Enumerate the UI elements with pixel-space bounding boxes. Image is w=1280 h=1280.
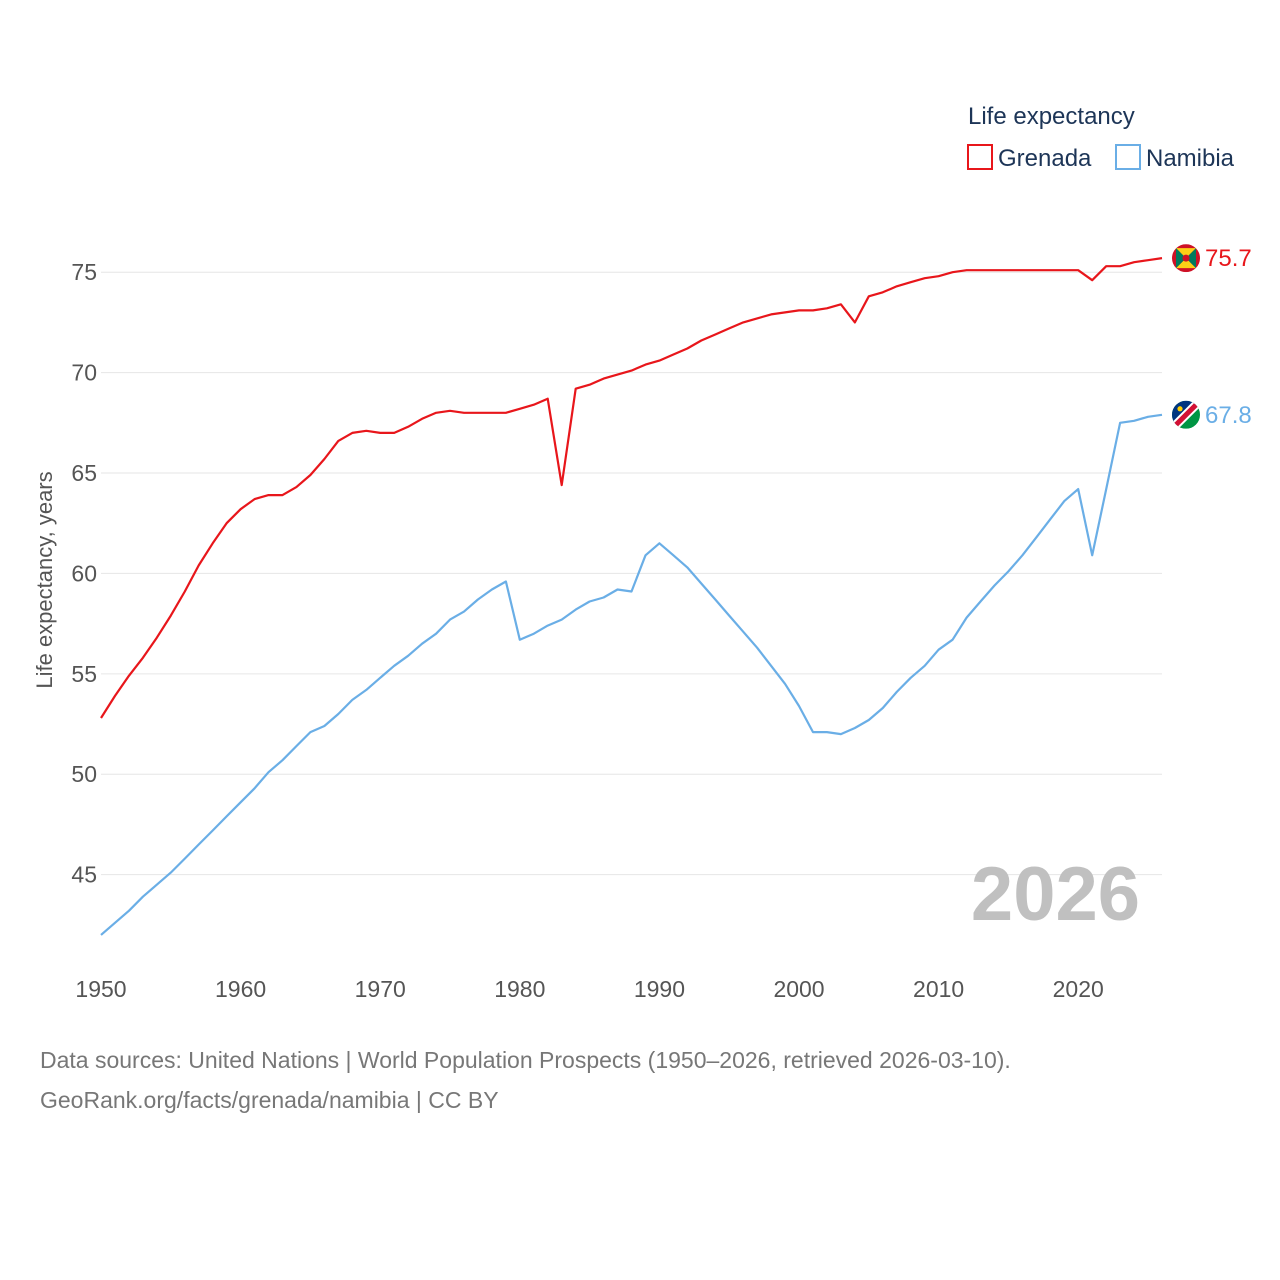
- series-end-markers: 75.7 67.8: [1172, 244, 1252, 429]
- x-axis-ticks: 1950 1960 1970 1980 1990 2000 2010 2020: [75, 976, 1103, 1002]
- y-tick-label: 60: [71, 560, 97, 586]
- legend-title: Life expectancy: [968, 103, 1135, 130]
- gridlines: [101, 271, 1162, 876]
- end-label-namibia: 67.8: [1205, 402, 1252, 429]
- y-axis-ticks: 45 50 55 60 65 70 75: [71, 259, 97, 887]
- y-tick-label: 65: [71, 460, 97, 486]
- x-tick-label: 2010: [913, 976, 964, 1002]
- x-tick-label: 1950: [75, 976, 126, 1002]
- source-line-2: GeoRank.org/facts/grenada/namibia | CC B…: [40, 1087, 499, 1113]
- series-lines: [100, 257, 1163, 936]
- source-note: Data sources: United Nations | World Pop…: [40, 1040, 1260, 1120]
- year-watermark: 2026: [971, 852, 1140, 937]
- legend-swatch-grenada: [967, 144, 993, 170]
- y-tick-label: 50: [71, 761, 97, 787]
- y-tick-label: 70: [71, 360, 97, 386]
- x-tick-label: 1970: [355, 976, 406, 1002]
- x-tick-label: 1960: [215, 976, 266, 1002]
- y-tick-label: 55: [71, 661, 97, 687]
- x-tick-label: 2000: [773, 976, 824, 1002]
- series-line-grenada: [100, 257, 1163, 719]
- series-line-namibia: [100, 413, 1163, 936]
- y-axis-title: Life expectancy, years: [32, 471, 57, 688]
- legend-label-grenada: Grenada: [998, 145, 1092, 172]
- y-tick-label: 75: [71, 259, 97, 285]
- x-tick-label: 1990: [634, 976, 685, 1002]
- x-tick-label: 2020: [1053, 976, 1104, 1002]
- x-tick-label: 1980: [494, 976, 545, 1002]
- legend-label-namibia: Namibia: [1146, 145, 1235, 172]
- grenada-flag-icon: [1172, 244, 1200, 273]
- namibia-flag-icon: [1172, 400, 1200, 429]
- source-line-1: Data sources: United Nations | World Pop…: [40, 1047, 1011, 1073]
- life-expectancy-chart: 45 50 55 60 65 70 75 1950 1960 1970 1980 1990 2000 2…: [32, 103, 1252, 1002]
- y-tick-label: 45: [71, 862, 97, 888]
- end-label-grenada: 75.7: [1205, 245, 1252, 272]
- legend-swatch-namibia: [1115, 144, 1141, 170]
- legend: Life expectancy Grenada Namibia: [967, 103, 1235, 172]
